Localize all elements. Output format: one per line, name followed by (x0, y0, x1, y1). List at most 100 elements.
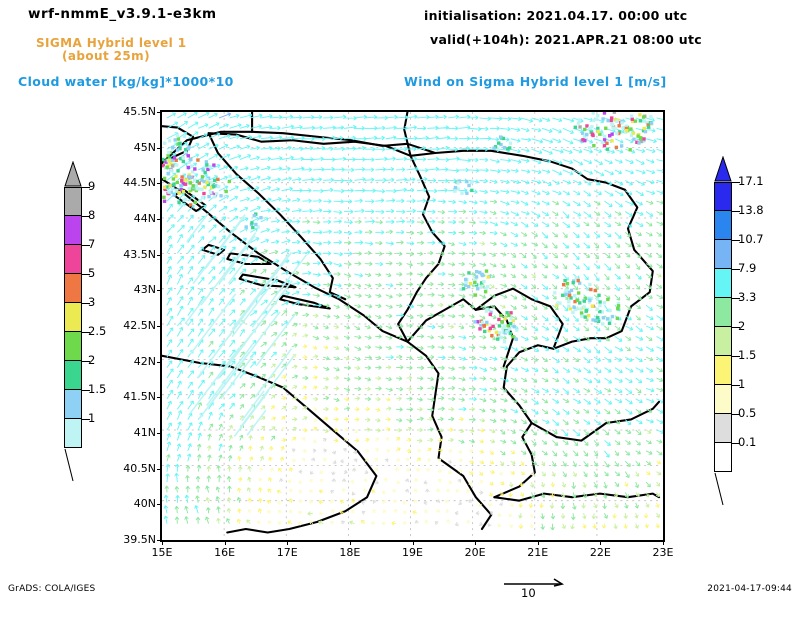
cloud-water-cell (211, 183, 216, 187)
wind-vector (623, 523, 628, 529)
cloud-water-cell (484, 286, 488, 291)
cloud-water-cell (178, 141, 182, 145)
wind-vector (270, 332, 278, 337)
wind-vector (229, 165, 239, 171)
cloud-water-cell (192, 178, 197, 182)
cloud-water-cell (175, 133, 180, 137)
wind-vector (333, 386, 340, 391)
cloud-water-cell (598, 309, 602, 314)
cloud-water-cell (509, 321, 513, 326)
colorbar-tick-label: 7.9 (738, 261, 757, 275)
colorbar-tick-label: 2.5 (88, 324, 107, 338)
wind-vector (448, 355, 455, 360)
wind-vector (323, 219, 332, 225)
x-axis-label: 15E (151, 546, 173, 559)
wind-vector (448, 385, 456, 391)
wind-vector (361, 510, 366, 515)
x-axis-label: 21E (527, 546, 549, 559)
wind-vector (479, 334, 487, 340)
wind-vector (364, 241, 374, 246)
wind-vector (479, 157, 489, 163)
wind-vector (364, 167, 375, 173)
wind-vector (339, 510, 345, 515)
wind-vector (656, 263, 663, 269)
wind-vector (437, 145, 450, 151)
wind-vector (396, 418, 403, 423)
wind-vector (323, 177, 334, 183)
wind-vector (604, 450, 610, 458)
wind-vector (385, 208, 395, 214)
wind-vector (312, 439, 317, 444)
wind-vector (541, 221, 550, 227)
wind-vector (197, 133, 208, 140)
wind-vector (625, 440, 631, 445)
wind-vector (238, 477, 243, 483)
wind-vector (469, 209, 478, 215)
wind-vector (625, 242, 633, 248)
wind-vector (510, 367, 519, 372)
wind-vector (541, 367, 549, 373)
wind-vector (448, 375, 456, 381)
wind-vector (656, 439, 663, 444)
wind-vector (396, 324, 404, 329)
cloud-water-cell (616, 131, 621, 136)
wind-vector (291, 426, 297, 431)
wind-vector (552, 419, 560, 426)
wind-vector (312, 261, 321, 266)
wind-vector (656, 211, 663, 216)
cloud-water-cell (512, 325, 516, 329)
wind-vector (406, 418, 413, 423)
cloud-water-cell (583, 138, 587, 143)
map-plot-area[interactable] (160, 110, 665, 542)
cloud-water-cell (216, 184, 221, 189)
wind-vector (625, 211, 633, 217)
wind-vector (280, 445, 285, 452)
wind-vector (375, 386, 382, 391)
colorbar-bottom-cap-icon (714, 472, 724, 506)
colorbar-tick (82, 245, 90, 246)
cloud-water-cell (496, 337, 500, 341)
cloud-water-streaks (184, 212, 308, 437)
wind-vector (270, 416, 276, 421)
cloud-water-cell (600, 310, 604, 314)
wind-vector (281, 145, 292, 151)
wind-vector (260, 362, 267, 368)
cloud-water-cell (461, 287, 466, 291)
wind-vector (375, 303, 382, 309)
wind-vector (229, 195, 239, 202)
wind-vector (437, 229, 445, 235)
x-axis-label: 17E (276, 546, 298, 559)
wind-vector (437, 125, 450, 130)
wind-vector (268, 446, 274, 451)
wind-vector (645, 252, 653, 258)
wind-vector (396, 480, 401, 485)
wind-vector (416, 345, 424, 351)
cloud-water-cell (611, 126, 616, 130)
wind-vector (281, 238, 291, 244)
wind-vector (375, 324, 383, 329)
cloud-water-cell (209, 180, 214, 185)
wind-vector (479, 220, 489, 225)
wind-vector (333, 356, 340, 361)
wind-vector (635, 179, 645, 186)
wind-vector (260, 208, 271, 213)
wind-vector (312, 406, 318, 412)
wind-vector (185, 465, 191, 472)
wind-vector (604, 284, 610, 291)
cloud-water-cell (191, 184, 195, 188)
cloud-water-cell (207, 194, 211, 199)
variable-label-left: Cloud water [kg/kg]*1000*10 (18, 74, 234, 89)
wind-vector (593, 492, 598, 498)
wind-vector (402, 521, 407, 526)
wind-vector (259, 445, 264, 452)
wind-vector (196, 464, 202, 472)
cloud-water-cell (212, 163, 216, 167)
wind-vector (437, 478, 442, 483)
cloud-water-cell (200, 175, 205, 179)
wind-scale-value: 10 (521, 586, 536, 600)
wind-vector (312, 177, 323, 182)
wind-vector (479, 294, 487, 299)
wind-vector (249, 288, 256, 296)
wind-vector (322, 457, 327, 462)
wind-vector (604, 440, 611, 446)
